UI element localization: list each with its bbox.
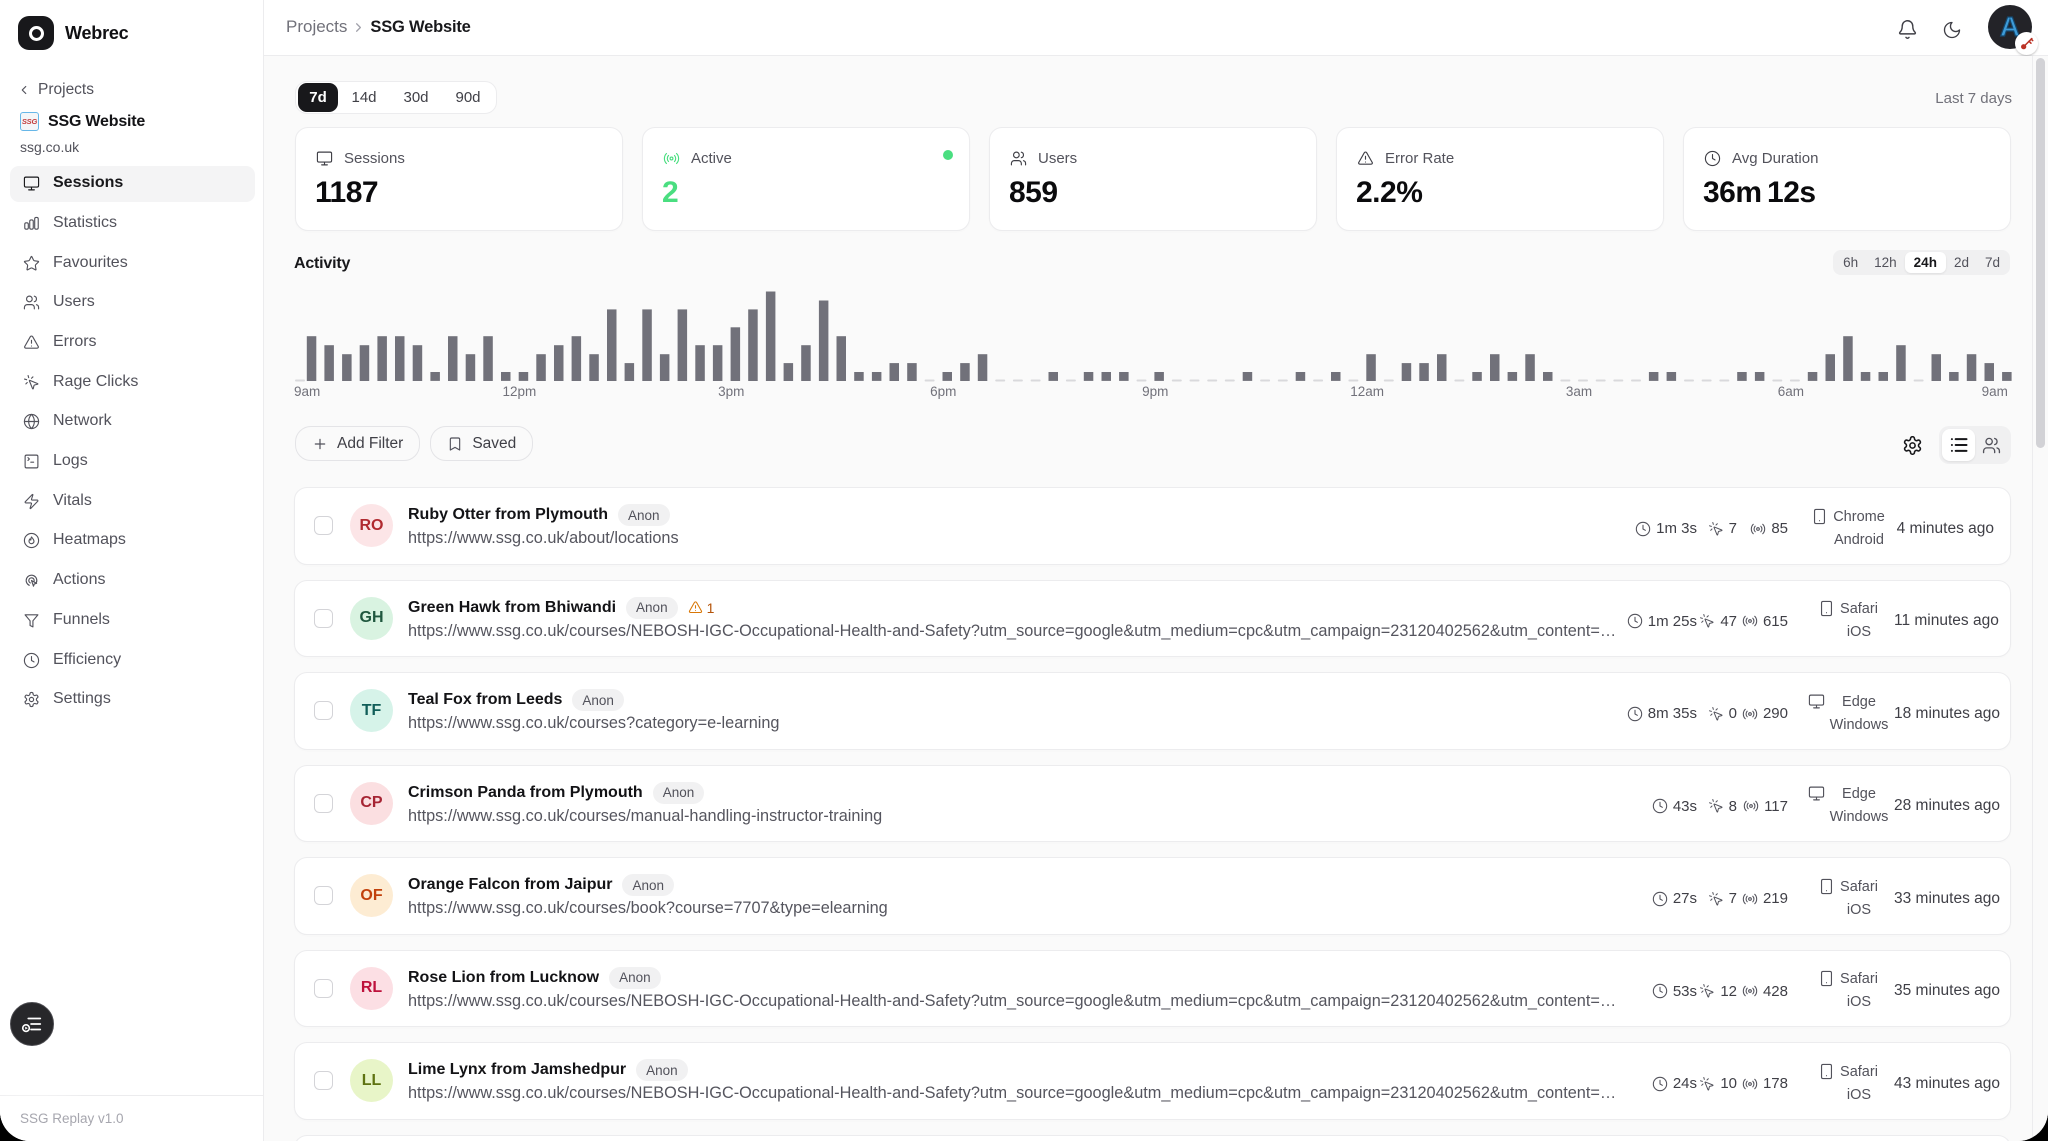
svg-text:9am: 9am bbox=[1982, 384, 2008, 399]
svg-text:6am: 6am bbox=[1778, 384, 1804, 399]
svg-text:3pm: 3pm bbox=[718, 384, 744, 399]
svg-text:9am: 9am bbox=[294, 384, 320, 399]
svg-text:9pm: 9pm bbox=[1142, 384, 1168, 399]
svg-text:3am: 3am bbox=[1566, 384, 1592, 399]
svg-text:12pm: 12pm bbox=[503, 384, 537, 399]
svg-text:12am: 12am bbox=[1350, 384, 1384, 399]
svg-text:6pm: 6pm bbox=[930, 384, 956, 399]
